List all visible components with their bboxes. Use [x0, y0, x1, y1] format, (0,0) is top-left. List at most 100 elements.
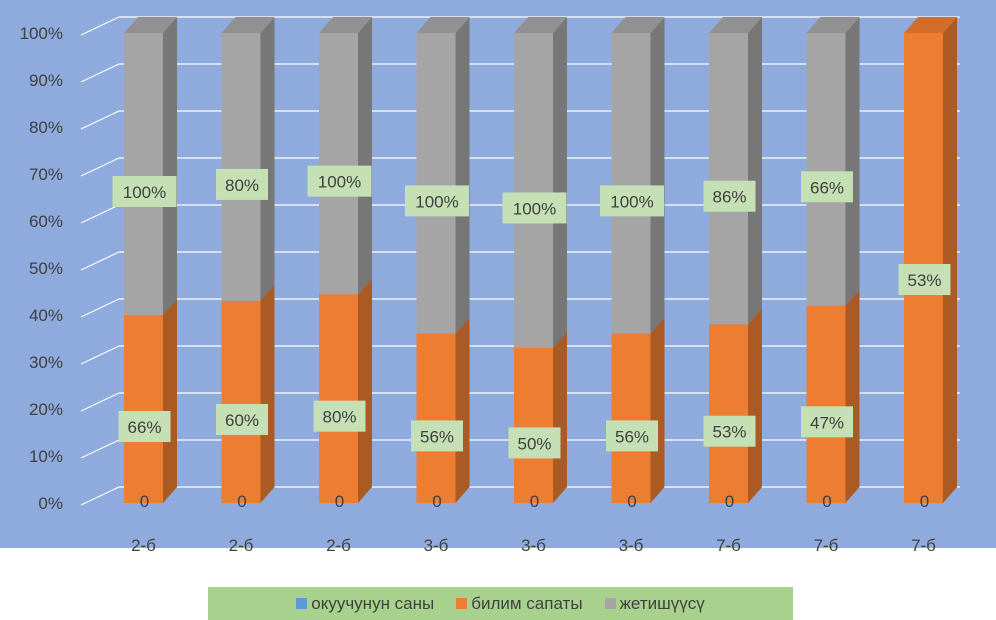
data-label-quality: 66% — [127, 418, 161, 437]
gridline-depth — [80, 486, 120, 506]
y-tick-label: 40% — [29, 306, 63, 325]
data-label-quality: 47% — [810, 413, 844, 432]
bar-quality — [221, 284, 275, 503]
bar-side — [748, 308, 762, 503]
y-tick-label: 100% — [20, 24, 63, 43]
bar-achievement — [709, 17, 762, 325]
y-tick-label: 60% — [29, 212, 63, 231]
y-tick-label: 80% — [29, 118, 63, 137]
data-label-quality-box — [313, 400, 366, 432]
bar-achievement — [416, 17, 470, 334]
data-label-achievement: 100% — [318, 173, 361, 192]
bar-top — [416, 17, 470, 33]
bar-side — [553, 17, 567, 348]
bar-quality — [124, 299, 177, 503]
bar-side — [163, 17, 177, 315]
bar-quality — [416, 317, 470, 503]
data-label-count: 0 — [140, 492, 149, 511]
data-label-count: 0 — [335, 492, 344, 511]
data-label-achievement: 86% — [712, 188, 746, 207]
legend-label: билим сапаты — [471, 593, 583, 613]
bar-side — [650, 17, 665, 334]
data-label-quality-box — [508, 427, 561, 459]
legend-swatch — [604, 598, 616, 609]
y-tick-label: 0% — [38, 494, 63, 513]
x-tick-label: 3-б — [424, 536, 449, 555]
x-tick-label: 7-б — [716, 536, 741, 555]
legend-label: окуучунун саны — [311, 593, 435, 613]
data-label-count: 0 — [725, 492, 734, 511]
data-label-achievement: 66% — [810, 178, 844, 197]
data-label-quality: 80% — [322, 408, 356, 427]
data-label-achievement-box — [801, 171, 853, 203]
bar-achievement — [611, 17, 665, 334]
bar-top — [806, 17, 860, 33]
bar-quality — [709, 308, 762, 503]
data-label-quality-box — [216, 403, 268, 435]
bar-quality — [904, 17, 957, 503]
bar-front — [514, 347, 553, 503]
bar-quality — [514, 331, 567, 503]
data-label-count: 0 — [237, 492, 246, 511]
gridline-depth — [80, 157, 120, 177]
bar-front — [416, 333, 456, 503]
data-label-count: 0 — [920, 492, 929, 511]
data-label-count: 0 — [530, 492, 539, 511]
data-label-count: 0 — [822, 492, 831, 511]
bar-front — [124, 315, 163, 503]
data-label-achievement: 100% — [610, 192, 653, 211]
bar-front — [709, 33, 748, 325]
data-label-achievement: 100% — [415, 192, 458, 211]
bar-side — [260, 17, 275, 301]
data-label-quality-box — [801, 406, 853, 438]
bar-front — [806, 305, 846, 503]
gridline-depth — [80, 63, 120, 83]
legend: окуучунун саны билим сапаты жетишүүсү — [208, 587, 793, 620]
y-tick-label: 20% — [29, 400, 63, 419]
y-tick-label: 70% — [29, 165, 63, 184]
data-label-achievement-box — [502, 192, 567, 224]
bar-front — [416, 33, 456, 334]
gridline-depth — [80, 16, 120, 36]
legend-swatch — [456, 598, 468, 609]
bar-side — [553, 331, 567, 503]
bar-front — [611, 333, 651, 503]
data-label-achievement-box — [307, 165, 372, 197]
x-tick-label: 7-б — [814, 536, 839, 555]
data-label-count: 0 — [432, 492, 441, 511]
data-label-quality-box — [118, 411, 171, 442]
data-label-achievement: 100% — [123, 183, 166, 202]
gridline-depth — [80, 251, 120, 271]
bar-front — [319, 33, 358, 295]
data-label-achievement: 100% — [513, 199, 556, 218]
data-label-achievement-box — [112, 176, 177, 207]
bar-quality — [319, 278, 372, 503]
bar-front — [806, 33, 846, 306]
data-label-quality: 60% — [225, 411, 259, 430]
bar-top — [514, 17, 567, 33]
bar-achievement — [221, 17, 275, 301]
y-tick-label: 50% — [29, 259, 63, 278]
bar-top — [221, 17, 275, 33]
gridline-depth — [80, 392, 120, 412]
data-label-achievement-box — [216, 168, 268, 200]
data-label-quality: 53% — [712, 423, 746, 442]
x-tick-label: 2-б — [131, 536, 156, 555]
bar-side — [845, 17, 860, 306]
bar-quality — [806, 289, 860, 503]
bar-front — [709, 324, 748, 503]
bar-side — [163, 299, 177, 503]
bar-side — [845, 289, 860, 503]
bar-achievement — [319, 17, 372, 295]
gridline-depth — [80, 204, 120, 224]
data-label-quality: 56% — [420, 427, 454, 446]
bar-top — [709, 17, 762, 33]
bar-quality — [611, 317, 665, 503]
x-tick-label: 2-б — [229, 536, 254, 555]
legend-item: жетишүүсү — [604, 594, 705, 614]
bar-front — [514, 33, 553, 348]
bar-side — [358, 278, 372, 503]
bar-front — [221, 33, 261, 301]
data-label-quality-box — [411, 420, 463, 452]
y-tick-label: 10% — [29, 447, 63, 466]
